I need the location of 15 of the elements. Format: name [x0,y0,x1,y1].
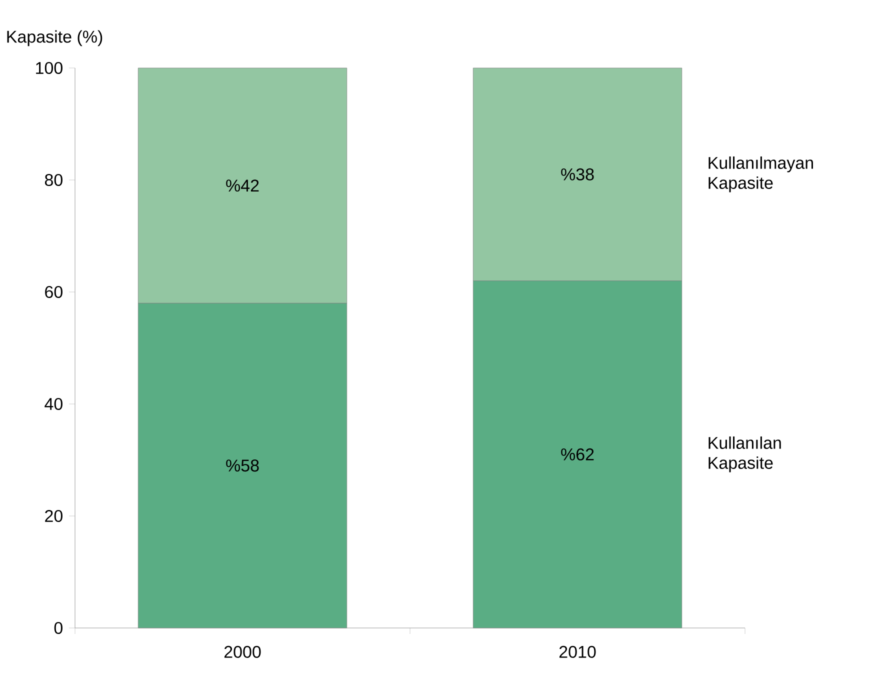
series-label: Kullanılan Kapasite [708,436,781,472]
y-tick-label: 80 [44,174,62,186]
series-label: Kullanılmayan Kapasite [708,156,813,192]
y-tick-label: 0 [54,622,62,634]
data-label: %42 [226,180,259,192]
y-tick-label: 40 [44,398,62,410]
data-label: %58 [226,460,259,472]
y-tick-label: 60 [45,286,62,298]
y-axis-title: Kapasite (%) [7,30,102,46]
y-tick-label: 100 [36,62,62,74]
data-label: %38 [561,168,594,180]
y-tick-label: 20 [45,510,62,522]
data-label: %62 [561,448,594,460]
x-tick-label: 2000 [224,646,261,658]
x-tick-label: 2010 [559,646,596,658]
